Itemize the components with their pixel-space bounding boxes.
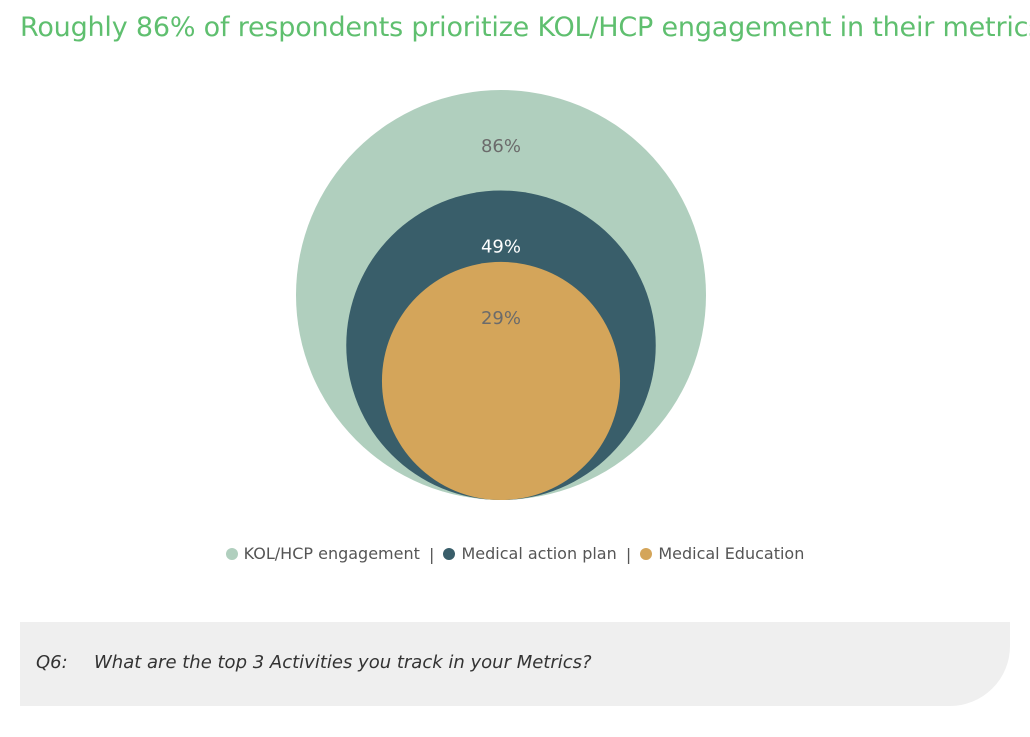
question-text: What are the top 3 Activities you track …	[94, 652, 592, 673]
bubble-education	[381, 261, 621, 500]
legend-dot-action-plan	[443, 547, 456, 560]
legend-item-action-plan: Medical action plan	[443, 544, 617, 563]
legend-label-education: Medical Education	[658, 544, 805, 563]
nested-bubble-chart: 86% 49% 29%	[296, 90, 706, 500]
chart-legend: KOL/HCP engagement | Medical action plan…	[0, 544, 1030, 564]
legend-item-education: Medical Education	[640, 544, 804, 563]
chart-title: Roughly 86% of respondents prioritize KO…	[20, 12, 1030, 43]
data-label-kol: 86%	[481, 136, 521, 157]
legend-item-kol: KOL/HCP engagement	[225, 544, 420, 563]
legend-separator-2: |	[625, 544, 632, 564]
data-label-action-plan: 49%	[481, 237, 521, 258]
legend-dot-kol	[225, 547, 238, 560]
legend-label-action-plan: Medical action plan	[461, 544, 617, 563]
data-label-education: 29%	[481, 308, 521, 329]
legend-label-kol: KOL/HCP engagement	[243, 544, 420, 563]
legend-separator-1: |	[428, 544, 435, 564]
question-number: Q6:	[36, 652, 68, 673]
question-box: Q6: What are the top 3 Activities you tr…	[20, 622, 1010, 706]
legend-dot-education	[640, 547, 653, 560]
